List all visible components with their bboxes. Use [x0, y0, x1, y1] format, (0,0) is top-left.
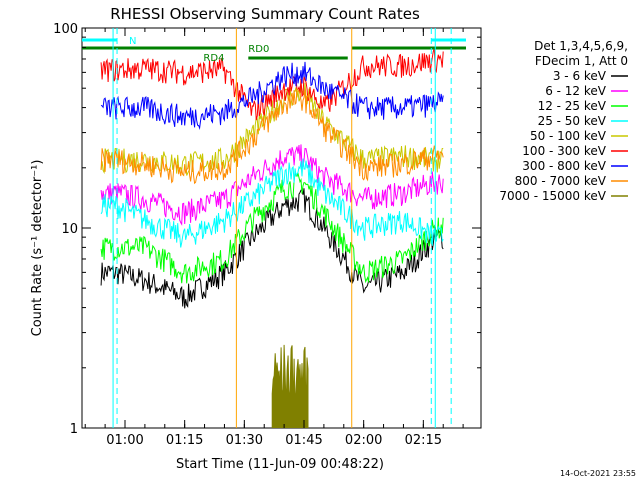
x-tick-label: 01:15: [166, 433, 203, 448]
x-tick-label: 01:45: [285, 433, 322, 448]
chart-title: RHESSI Observing Summary Count Rates: [110, 5, 420, 23]
x-axis: 01:00 01:15 01:30 01:45 02:00 02:15: [84, 28, 464, 448]
x-tick-label: 01:30: [226, 433, 263, 448]
y-tick-label: 100: [53, 22, 78, 37]
legend-entry-label: 300 - 800 keV: [522, 159, 606, 173]
series-12-25-kev-line: [100, 171, 444, 284]
legend-entry-label: 7000 - 15000 keV: [499, 189, 606, 203]
y-tick-label: 10: [61, 222, 78, 237]
x-tick-label: 01:00: [106, 433, 143, 448]
legend-header: Det 1,3,4,5,6,9,: [534, 39, 628, 53]
series-800-7000-kev-line: [100, 88, 444, 185]
legend: Det 1,3,4,5,6,9,FDecim 1, Att 03 - 6 keV…: [499, 39, 628, 203]
rd0-label: RD0: [248, 44, 269, 55]
legend-entry-label: 50 - 100 keV: [530, 129, 607, 143]
series-100-300-kev-line: [100, 48, 444, 121]
legend-entry-label: 3 - 6 keV: [553, 69, 607, 83]
y-tick-label: 1: [70, 422, 78, 437]
timestamp: 14-Oct-2021 23:55: [560, 469, 636, 478]
y-axis: 1 10 100: [53, 22, 481, 437]
night-label: N: [129, 36, 136, 47]
legend-entry-label: 12 - 25 keV: [538, 99, 607, 113]
legend-entry-label: 100 - 300 keV: [522, 144, 606, 158]
legend-header: FDecim 1, Att 0: [535, 54, 628, 68]
legend-entry-label: 25 - 50 keV: [538, 114, 607, 128]
y-axis-label: Count Rate (s⁻¹ detector⁻¹): [30, 160, 45, 337]
x-axis-label: Start Time (11-Jun-09 00:48:22): [176, 457, 384, 472]
series-25-50-kev-line: [100, 158, 444, 248]
series-300-800-kev-line: [100, 61, 444, 130]
x-tick-label: 02:00: [345, 433, 382, 448]
series-6-12-kev-line: [100, 144, 444, 226]
series-7000-15000-kev-line: [271, 344, 309, 428]
legend-entry-label: 6 - 12 keV: [545, 84, 607, 98]
series-3-6-kev-line: [100, 188, 444, 309]
series-50-100-kev-line: [100, 82, 444, 176]
x-tick-label: 02:15: [405, 433, 442, 448]
rd4-label: RD4: [203, 53, 224, 64]
plot-area: N RD4 RD0: [81, 27, 482, 429]
legend-entry-label: 800 - 7000 keV: [515, 174, 607, 188]
